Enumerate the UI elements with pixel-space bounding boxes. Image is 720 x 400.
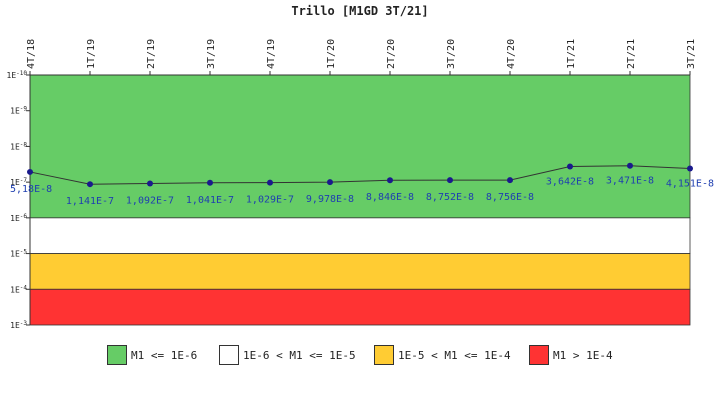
x-tick-label: 3T/20 xyxy=(446,39,457,69)
legend-swatch xyxy=(529,345,549,365)
x-tick-label: 1T/20 xyxy=(326,39,337,69)
legend: M1 <= 1E-6 1E-6 < M1 <= 1E-5 1E-5 < M1 <= … xyxy=(0,344,720,368)
series-layer xyxy=(27,162,693,188)
y-tick-label: 1E-9 xyxy=(10,106,27,116)
data-point xyxy=(147,180,153,187)
legend-swatch xyxy=(219,345,239,365)
x-tick-label: 2T/19 xyxy=(146,39,157,69)
series-line xyxy=(29,165,691,185)
data-point xyxy=(627,162,633,169)
data-point xyxy=(327,179,333,186)
data-point xyxy=(27,168,33,175)
legend-item: M1 > 1E-4 xyxy=(529,344,613,366)
x-tick-label: 3T/19 xyxy=(206,39,217,69)
data-label: 8,756E-8 xyxy=(486,192,534,203)
data-point xyxy=(207,179,213,186)
data-point xyxy=(687,165,693,172)
data-point xyxy=(507,177,513,184)
x-tick-label: 2T/21 xyxy=(626,39,637,69)
legend-label: 1E-5 < M1 <= 1E-4 xyxy=(398,348,511,362)
y-tick-label: 1E-10 xyxy=(7,70,28,80)
data-label: 1,041E-7 xyxy=(186,195,234,206)
y-tick-label: 1E-4 xyxy=(10,284,27,294)
y-tick-label: 1E-3 xyxy=(10,320,27,330)
y-tick-label: 1E-6 xyxy=(10,213,27,223)
band-3 xyxy=(29,288,691,326)
data-label: 4,151E-8 xyxy=(666,179,714,190)
data-label: 5,18E-8 xyxy=(10,184,52,195)
risk-bands xyxy=(29,74,691,326)
data-label: 1,141E-7 xyxy=(66,196,114,207)
axes: 1E-10 1E-9 1E-8 1E-7 1E-6 1E-5 1E-4 1E-3 4T/18 1T… xyxy=(7,39,697,330)
legend-swatch xyxy=(107,345,127,365)
data-label: 8,752E-8 xyxy=(426,192,474,203)
x-tick-label: 1T/19 xyxy=(86,39,97,69)
data-point xyxy=(87,181,93,188)
legend-label: M1 > 1E-4 xyxy=(553,348,613,362)
data-label: 3,642E-8 xyxy=(546,176,594,187)
x-tick-label: 4T/20 xyxy=(506,39,517,69)
legend-item: 1E-6 < M1 <= 1E-5 xyxy=(219,344,356,366)
band-2 xyxy=(29,253,691,290)
data-label: 9,978E-8 xyxy=(306,194,354,205)
data-label: 3,471E-8 xyxy=(606,176,654,187)
data-point xyxy=(447,177,453,184)
legend-item: M1 <= 1E-6 xyxy=(107,344,197,366)
chart-title: Trillo [M1GD 3T/21] xyxy=(291,4,428,18)
y-tick-label: 1E-8 xyxy=(10,141,27,151)
y-tick-label: 1E-5 xyxy=(10,249,27,259)
data-point xyxy=(267,179,273,186)
data-labels: 5,18E-8 1,141E-7 1,092E-7 1,041E-7 1,029E-7 9… xyxy=(10,176,714,207)
legend-item: 1E-5 < M1 <= 1E-4 xyxy=(374,344,511,366)
x-tick-label: 1T/21 xyxy=(566,39,577,69)
data-point xyxy=(567,163,573,170)
x-tick-label: 4T/18 xyxy=(26,39,37,69)
data-label: 1,029E-7 xyxy=(246,195,294,206)
y-tick-label: 1E-7 xyxy=(10,177,27,187)
band-0 xyxy=(29,74,691,219)
legend-label: 1E-6 < M1 <= 1E-5 xyxy=(243,348,356,362)
legend-label: M1 <= 1E-6 xyxy=(131,348,198,362)
data-label: 8,846E-8 xyxy=(366,192,414,203)
x-tick-label: 4T/19 xyxy=(266,39,277,69)
legend-swatch xyxy=(374,345,394,365)
x-tick-label: 2T/20 xyxy=(386,39,397,69)
data-label: 1,092E-7 xyxy=(126,196,174,207)
data-point xyxy=(387,177,393,184)
x-tick-label: 3T/21 xyxy=(686,39,697,69)
band-1 xyxy=(29,217,691,254)
